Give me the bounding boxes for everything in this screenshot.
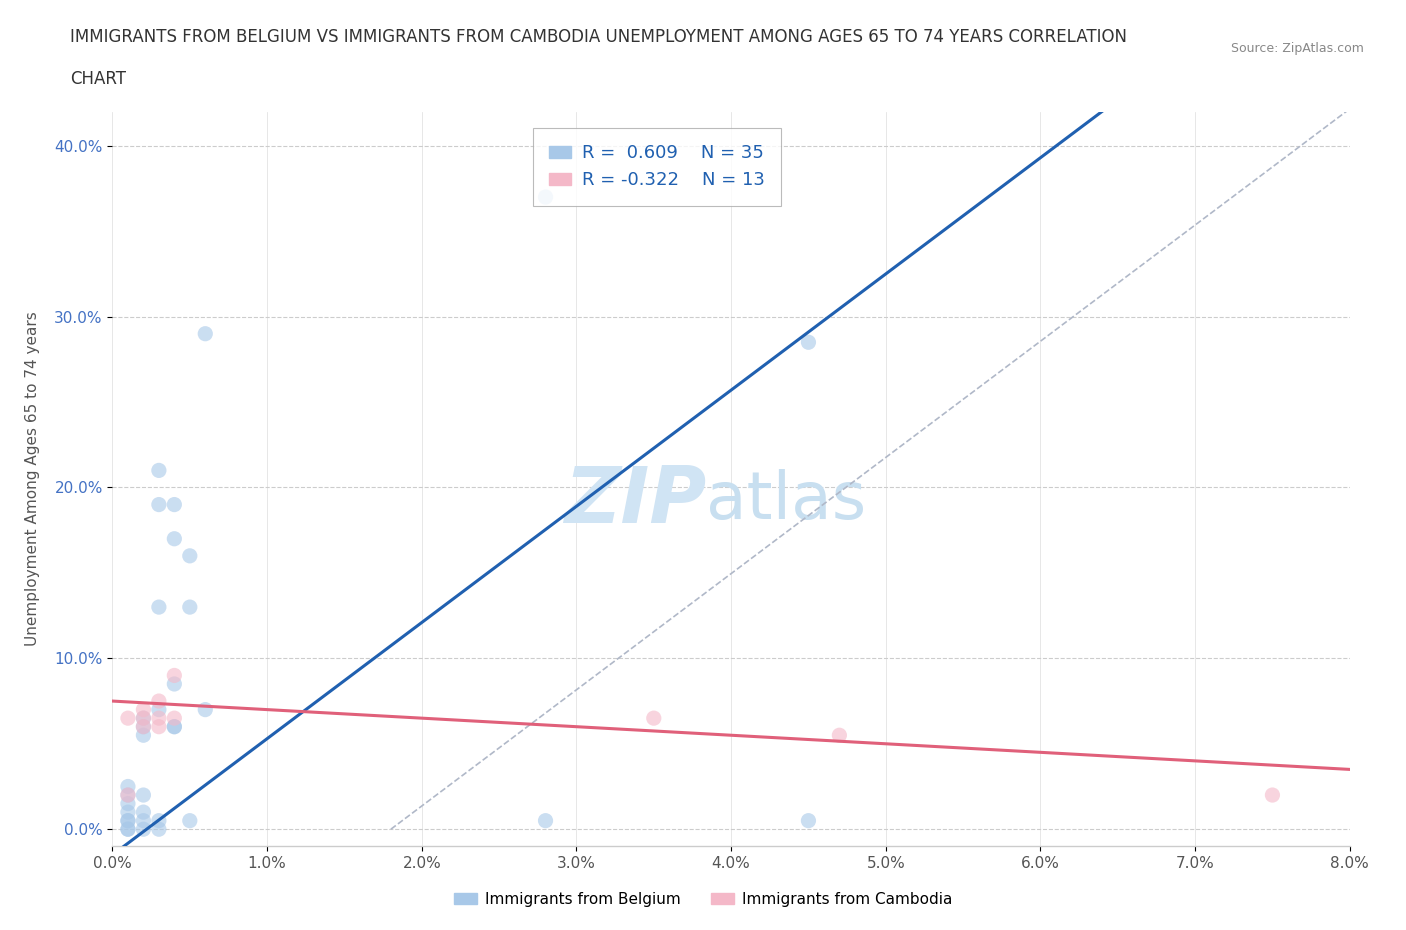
Point [163,498,186,512]
Point [163,531,186,546]
Point [828,728,851,743]
Text: Source: ZipAtlas.com: Source: ZipAtlas.com [1230,42,1364,55]
Point [148,498,170,512]
Point [148,719,170,734]
Point [643,711,665,725]
Point [179,549,201,564]
Point [117,711,139,725]
Point [117,813,139,828]
Point [163,719,186,734]
Text: CHART: CHART [70,70,127,87]
Text: IMMIGRANTS FROM BELGIUM VS IMMIGRANTS FROM CAMBODIA UNEMPLOYMENT AMONG AGES 65 T: IMMIGRANTS FROM BELGIUM VS IMMIGRANTS FR… [70,28,1128,46]
Point [179,813,201,828]
Point [163,719,186,734]
Point [117,813,139,828]
Text: atlas: atlas [706,469,866,533]
Point [117,779,139,794]
Point [148,822,170,837]
Point [148,813,170,828]
Y-axis label: Unemployment Among Ages 65 to 74 years: Unemployment Among Ages 65 to 74 years [25,312,41,646]
Point [132,822,155,837]
Point [117,788,139,803]
Point [194,326,217,341]
Point [194,702,217,717]
Point [117,822,139,837]
Point [163,676,186,691]
Point [132,711,155,725]
Point [797,813,820,828]
Legend: Immigrants from Belgium, Immigrants from Cambodia: Immigrants from Belgium, Immigrants from… [449,886,957,913]
Point [132,719,155,734]
Point [117,822,139,837]
Point [132,813,155,828]
Point [534,813,557,828]
Point [148,711,170,725]
Point [148,702,170,717]
Point [1261,788,1284,803]
Legend: R =  0.609    N = 35, R = -0.322    N = 13: R = 0.609 N = 35, R = -0.322 N = 13 [533,128,780,206]
Point [132,804,155,819]
Point [117,796,139,811]
Point [148,600,170,615]
Point [148,463,170,478]
Point [132,728,155,743]
Point [132,702,155,717]
Point [163,711,186,725]
Point [163,668,186,683]
Point [117,788,139,803]
Point [148,694,170,709]
Point [132,788,155,803]
Text: ZIP: ZIP [564,463,706,539]
Point [132,719,155,734]
Point [117,804,139,819]
Point [132,711,155,725]
Point [797,335,820,350]
Point [534,190,557,205]
Point [179,600,201,615]
